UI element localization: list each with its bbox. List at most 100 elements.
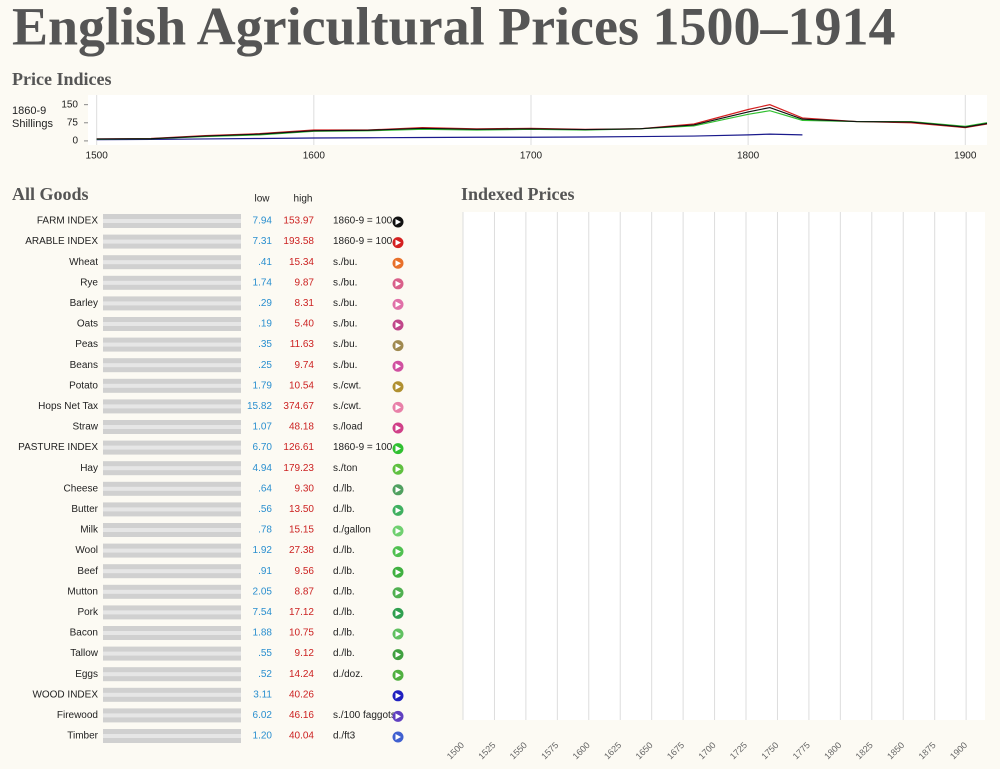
row-name: Bacon bbox=[70, 628, 98, 639]
unit: d./lb. bbox=[333, 607, 355, 618]
row-name: Hops Net Tax bbox=[38, 401, 98, 412]
row-name: Milk bbox=[80, 525, 99, 536]
row-name: Butter bbox=[71, 504, 98, 515]
high-value: 13.50 bbox=[289, 504, 314, 515]
high-value: 15.15 bbox=[289, 525, 314, 536]
series-toggle[interactable] bbox=[392, 731, 404, 743]
toggle-arrow bbox=[395, 569, 401, 576]
series-toggle[interactable] bbox=[392, 216, 404, 228]
x-tick-label: 1650 bbox=[634, 740, 655, 761]
sparkline-band bbox=[103, 528, 241, 532]
unit: d./lb. bbox=[333, 566, 355, 577]
x-tick-label: 1900 bbox=[948, 740, 969, 761]
high-value: 11.63 bbox=[290, 339, 315, 350]
x-tick-label: 1700 bbox=[696, 740, 717, 761]
toggle-arrow bbox=[395, 342, 401, 349]
series-toggle[interactable] bbox=[392, 546, 404, 558]
high-value: 27.38 bbox=[289, 545, 314, 556]
toggle-arrow bbox=[395, 219, 401, 225]
series-line bbox=[96, 106, 988, 140]
row-name: Oats bbox=[77, 319, 98, 330]
x-tick-label: 1625 bbox=[602, 740, 623, 761]
sparkline-band bbox=[103, 239, 241, 244]
sparkline-band bbox=[103, 569, 241, 574]
series-toggle[interactable] bbox=[392, 587, 404, 599]
unit: d./lb. bbox=[333, 504, 355, 515]
toggle-arrow bbox=[395, 713, 401, 720]
column-header: low bbox=[254, 194, 270, 205]
series-toggle[interactable] bbox=[392, 463, 404, 475]
low-value: 1.20 bbox=[253, 731, 273, 742]
unit: s./100 faggots bbox=[333, 710, 396, 721]
sparkline-band bbox=[103, 589, 241, 594]
unit: 1860-9 = 100 bbox=[333, 442, 393, 453]
column-header: high bbox=[294, 194, 313, 205]
toggle-arrow bbox=[395, 301, 401, 308]
goods-row: Beans .25 9.74 s./bu. bbox=[70, 358, 404, 373]
row-name: WOOD INDEX bbox=[32, 689, 98, 700]
toggle-arrow bbox=[395, 631, 401, 637]
series-toggle[interactable] bbox=[392, 298, 404, 310]
goods-row: Rye 1.74 9.87 s./bu. bbox=[80, 275, 404, 290]
row-name: Wheat bbox=[69, 257, 98, 268]
goods-row: PASTURE INDEX 6.70 126.61 1860-9 = 100 bbox=[18, 440, 404, 455]
goods-row: Hops Net Tax 15.82 374.67 s./cwt. bbox=[38, 399, 404, 414]
series-toggle[interactable] bbox=[392, 504, 404, 516]
unit: d./lb. bbox=[333, 586, 355, 597]
sparkline-band bbox=[103, 342, 241, 347]
series-toggle[interactable] bbox=[392, 484, 404, 496]
row-name: Barley bbox=[70, 298, 98, 309]
section-title: Price Indices bbox=[12, 69, 111, 89]
series-toggle[interactable] bbox=[392, 566, 404, 578]
low-value: 6.02 bbox=[253, 710, 273, 721]
x-tick-label: 1600 bbox=[303, 151, 326, 162]
low-value: 1.07 bbox=[253, 422, 273, 433]
goods-row: Tallow .55 9.12 d./lb. bbox=[70, 646, 404, 661]
sparkline-band bbox=[103, 280, 241, 285]
series-toggle[interactable] bbox=[392, 237, 404, 249]
series-toggle[interactable] bbox=[392, 422, 404, 434]
unit: d./doz. bbox=[333, 669, 363, 680]
high-value: 10.54 bbox=[289, 380, 314, 391]
series-toggle[interactable] bbox=[392, 340, 404, 352]
series-toggle[interactable] bbox=[392, 525, 404, 537]
y-tick-label: 150 bbox=[61, 99, 78, 110]
high-value: 48.18 bbox=[289, 422, 314, 433]
unit: s./bu. bbox=[333, 360, 357, 371]
series-toggle[interactable] bbox=[392, 381, 404, 393]
series-toggle[interactable] bbox=[392, 278, 404, 290]
goods-row: Beef .91 9.56 d./lb. bbox=[77, 564, 404, 579]
x-tick-label: 1600 bbox=[571, 740, 592, 761]
series-toggle[interactable] bbox=[392, 319, 404, 331]
series-toggle[interactable] bbox=[392, 401, 404, 413]
series-toggle[interactable] bbox=[392, 443, 404, 455]
series-toggle[interactable] bbox=[392, 710, 404, 722]
unit: d./ft3 bbox=[333, 731, 356, 742]
goods-row: Wool 1.92 27.38 d./lb. bbox=[75, 543, 404, 558]
unit: d./lb. bbox=[333, 545, 355, 556]
x-tick-label: 1725 bbox=[728, 740, 749, 761]
series-toggle[interactable] bbox=[392, 628, 404, 640]
row-name: Pork bbox=[77, 607, 99, 618]
toggle-arrow bbox=[395, 651, 401, 658]
series-toggle[interactable] bbox=[392, 649, 404, 661]
series-toggle[interactable] bbox=[392, 607, 404, 619]
row-name: Beans bbox=[70, 360, 98, 371]
toggle-arrow bbox=[395, 363, 401, 370]
toggle-arrow bbox=[395, 692, 401, 699]
page-title: English Agricultural Prices 1500–1914 bbox=[12, 0, 896, 56]
series-toggle[interactable] bbox=[392, 669, 404, 681]
series-toggle[interactable] bbox=[392, 690, 404, 702]
high-value: 9.12 bbox=[295, 648, 315, 659]
series-toggle[interactable] bbox=[392, 360, 404, 372]
x-tick-label: 1575 bbox=[539, 740, 560, 761]
toggle-arrow bbox=[395, 445, 401, 452]
goods-row: Pork 7.54 17.12 d./lb. bbox=[77, 605, 404, 620]
series-line bbox=[96, 133, 803, 141]
goods-row: Timber 1.20 40.04 d./ft3 bbox=[67, 729, 404, 743]
series-toggle[interactable] bbox=[392, 257, 404, 269]
high-value: 9.56 bbox=[295, 566, 315, 577]
high-value: 40.26 bbox=[289, 689, 314, 700]
x-tick-label: 1825 bbox=[854, 740, 875, 761]
